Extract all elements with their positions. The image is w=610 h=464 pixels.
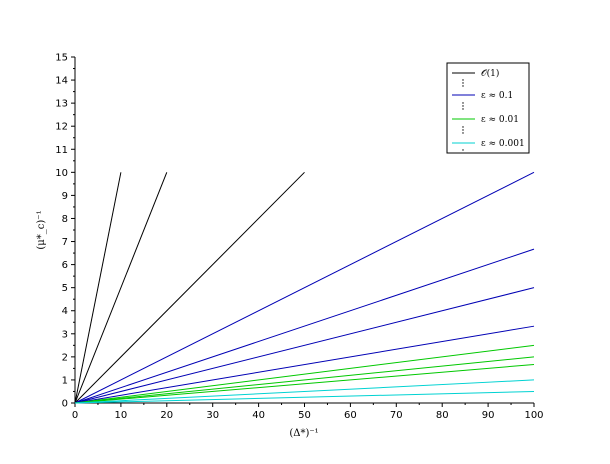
y-tick-label: 10 xyxy=(55,168,68,179)
x-tick-label: 10 xyxy=(115,410,128,421)
legend-entry-order-one: 𝒪(1) xyxy=(452,68,499,79)
legend-box xyxy=(446,62,530,154)
legend-ellipsis-dot xyxy=(462,149,464,151)
y-tick-label: 13 xyxy=(55,99,68,110)
x-tick-label: 40 xyxy=(252,410,265,421)
y-tick-label: 7 xyxy=(62,237,68,248)
legend-entry-eps-0-1: ε ≈ 0.1 xyxy=(452,91,513,101)
series-line xyxy=(74,379,535,404)
series-line xyxy=(74,172,122,404)
series-lines xyxy=(74,171,535,404)
legend-label-eps-0-01: ε ≈ 0.01 xyxy=(481,115,519,125)
legend-ellipsis-dot xyxy=(462,79,464,81)
x-tick-label: 20 xyxy=(160,410,173,421)
x-tick-label: 90 xyxy=(482,410,495,421)
legend-ellipsis-dot xyxy=(462,132,464,134)
legend-ellipsis-dot xyxy=(462,108,464,110)
x-axis-label: (Δ*)⁻¹ xyxy=(289,428,318,439)
series-line xyxy=(74,356,535,404)
series-line xyxy=(74,325,535,404)
y-tick-label: 0 xyxy=(62,399,68,410)
y-tick-label: 15 xyxy=(55,53,68,64)
x-tick-label: 0 xyxy=(72,410,78,421)
y-tick-label: 6 xyxy=(62,260,68,271)
legend-label-order-one: 𝒪(1) xyxy=(481,68,499,79)
y-tick-label: 3 xyxy=(62,329,68,340)
x-tick-label: 30 xyxy=(206,410,219,421)
series-line xyxy=(74,363,535,404)
y-axis-label: (μ*_c)⁻¹ xyxy=(36,210,47,249)
legend-ellipsis-dot xyxy=(462,105,464,107)
series-line xyxy=(74,171,305,404)
legend-label-eps-0-001: ε ≈ 0.001 xyxy=(481,139,525,149)
series-line xyxy=(74,287,535,404)
y-tick-label: 2 xyxy=(62,352,68,363)
legend-ellipsis-dot xyxy=(462,129,464,131)
y-tick-label: 14 xyxy=(55,76,68,87)
x-tick-label: 80 xyxy=(436,410,449,421)
y-tick-label: 8 xyxy=(62,214,68,225)
y-tick-label: 11 xyxy=(55,145,68,156)
legend-label-eps-0-1: ε ≈ 0.1 xyxy=(481,91,513,101)
series-line xyxy=(74,390,535,404)
x-tick-label: 50 xyxy=(298,410,311,421)
legend-entry-eps-0-01: ε ≈ 0.01 xyxy=(452,115,519,125)
y-tick-label: 1 xyxy=(62,375,68,386)
x-tick-label: 70 xyxy=(390,410,403,421)
legend-entry-eps-0-001: ε ≈ 0.001 xyxy=(452,139,525,149)
legend-ellipsis-dot xyxy=(462,102,464,104)
x-tick-label: 100 xyxy=(524,410,543,421)
legend-ellipsis-dot xyxy=(462,82,464,84)
x-ticks: 0 10 20 30 40 50 60 70 80 90 100 xyxy=(72,403,544,421)
series-line xyxy=(74,344,535,404)
legend: 𝒪(1) ε ≈ 0.1 ε ≈ 0.01 ε ≈ 0.001 xyxy=(446,62,530,154)
legend-ellipsis-dots xyxy=(462,79,464,151)
series-line xyxy=(74,248,535,404)
series-line xyxy=(74,171,535,404)
y-tick-label: 5 xyxy=(62,283,68,294)
x-tick-label: 60 xyxy=(344,410,357,421)
series-line xyxy=(74,172,168,404)
y-tick-label: 4 xyxy=(62,306,68,317)
y-tick-label: 12 xyxy=(55,122,68,133)
legend-ellipsis-dot xyxy=(462,85,464,87)
legend-ellipsis-dot xyxy=(462,126,464,128)
y-tick-label: 9 xyxy=(62,191,68,202)
